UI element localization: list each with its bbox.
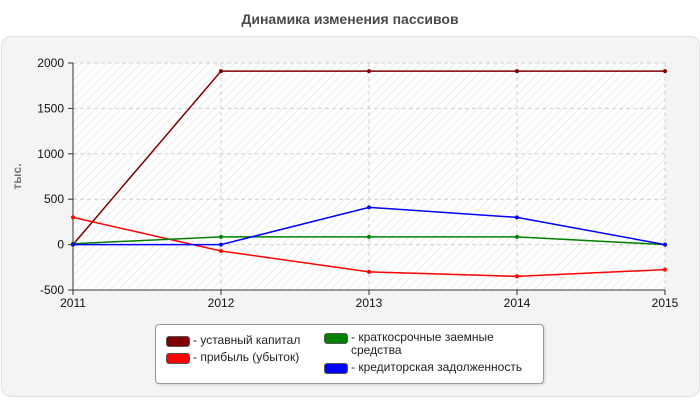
data-point xyxy=(515,274,519,279)
data-point xyxy=(663,242,667,247)
data-point xyxy=(367,69,371,74)
legend-swatch xyxy=(166,353,190,364)
x-tick-label: 2012 xyxy=(208,296,235,310)
x-tick-label: 2014 xyxy=(504,296,531,310)
y-tick-label: 500 xyxy=(44,192,64,206)
legend-swatch xyxy=(166,336,190,347)
legend-item-kreditorskaya-zadolzhennost: - кредиторская задолженность xyxy=(324,361,539,374)
x-tick-label: 2011 xyxy=(60,296,86,310)
legend-swatch xyxy=(324,363,348,374)
y-axis-label: тыс. xyxy=(10,163,24,189)
legend-swatch xyxy=(324,333,348,344)
legend-item-pribyl: - прибыль (убыток) xyxy=(166,351,326,364)
data-point xyxy=(219,234,223,239)
data-point xyxy=(219,248,223,253)
x-tick-label: 2015 xyxy=(652,296,679,310)
data-point xyxy=(367,234,371,239)
data-point xyxy=(71,215,75,220)
legend-label: - уставный капитал xyxy=(193,333,301,347)
y-tick-label: -500 xyxy=(40,283,64,297)
y-tick-label: 1500 xyxy=(37,101,64,115)
y-tick-label: 1000 xyxy=(37,147,64,161)
data-point xyxy=(663,69,667,74)
data-point xyxy=(367,205,371,210)
legend-label: - прибыль (убыток) xyxy=(193,350,300,364)
data-point xyxy=(663,267,667,272)
x-tick-label: 2013 xyxy=(356,296,383,310)
legend-item-kratkosrochnye-sredstva: - краткосрочные заемные средства xyxy=(324,331,524,357)
y-tick-label: 2000 xyxy=(37,56,64,70)
chart-title: Динамика изменения пассивов xyxy=(241,11,459,27)
data-point xyxy=(219,69,223,74)
legend-label: - кредиторская задолженность xyxy=(351,360,523,374)
data-point xyxy=(219,242,223,247)
chart-legend: - уставный капитал - прибыль (убыток) - … xyxy=(155,324,544,384)
data-point xyxy=(367,269,371,274)
legend-label: - краткосрочные заемные средства xyxy=(351,330,494,357)
data-point xyxy=(515,215,519,220)
legend-item-ustavnyy-kapital: - уставный капитал xyxy=(166,334,326,347)
y-tick-label: 0 xyxy=(57,238,64,252)
data-point xyxy=(515,234,519,239)
data-point xyxy=(515,69,519,74)
